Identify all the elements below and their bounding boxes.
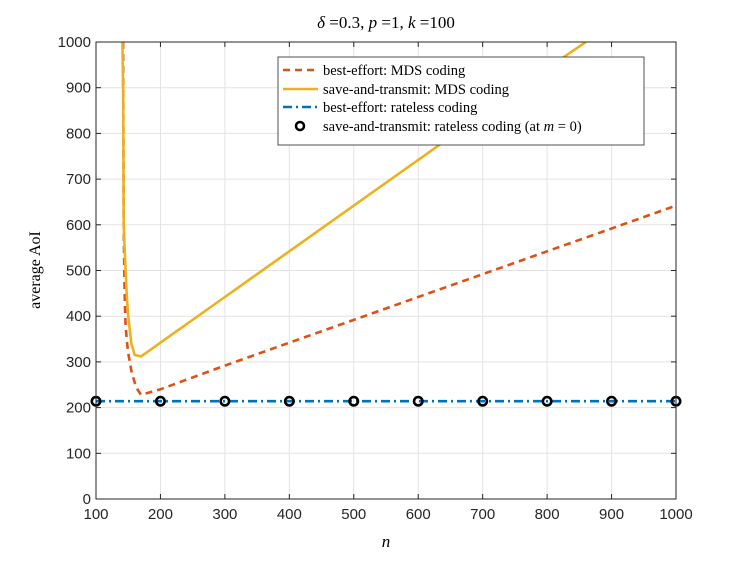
rateless-save-transmit-marker xyxy=(283,395,295,407)
rateless-save-transmit-marker xyxy=(541,395,553,407)
title-k-value: =100 xyxy=(416,13,455,32)
y-axis-label: average AoI xyxy=(27,231,44,309)
rateless-save-transmit-marker xyxy=(606,395,618,407)
rateless-save-transmit-marker xyxy=(412,395,424,407)
y-tick-label: 200 xyxy=(66,400,91,417)
x-tick-label: 400 xyxy=(277,506,302,523)
y-tick-label: 100 xyxy=(66,445,91,462)
chart-title: δ =0.3, p =1, k =100 xyxy=(317,13,455,32)
x-tick-label: 900 xyxy=(599,506,624,523)
legend-swatch-save-transmit-rateless xyxy=(294,120,306,132)
y-tick-label: 600 xyxy=(66,217,91,234)
x-tick-label: 600 xyxy=(406,506,431,523)
rateless-save-transmit-marker xyxy=(348,395,360,407)
series-layer xyxy=(96,42,676,403)
y-tick-label: 1000 xyxy=(58,34,91,51)
x-tick-label: 100 xyxy=(83,506,108,523)
x-tick-label: 1000 xyxy=(659,506,692,523)
y-tick-label: 700 xyxy=(66,171,91,188)
tick-labels: 100 200 300 400 500 600 700 800 900 1000010020030… xyxy=(58,34,693,523)
title-p-value: =1, xyxy=(377,13,408,32)
series-line-1 xyxy=(121,42,587,358)
rateless-save-transmit-marker xyxy=(219,395,231,407)
title-delta-value: =0.3, xyxy=(325,13,369,32)
legend-label-save-transmit-rateless: save-and-transmit: rateless coding (at m… xyxy=(323,119,582,135)
x-tick-label: 500 xyxy=(341,506,366,523)
legend: best-effort: MDS coding save-and-transmi… xyxy=(277,56,645,146)
rateless-save-transmit-marker xyxy=(477,395,489,407)
x-tick-label: 300 xyxy=(212,506,237,523)
legend-box xyxy=(277,56,645,146)
title-p: p xyxy=(368,13,378,32)
x-tick-label: 700 xyxy=(470,506,495,523)
y-tick-label: 0 xyxy=(83,491,91,508)
legend-label-rateless-prefix: save-and-transmit: rateless coding (at xyxy=(323,119,544,135)
y-tick-label: 500 xyxy=(66,263,91,280)
y-tick-label: 900 xyxy=(66,80,91,97)
legend-label-rateless-suffix: = 0) xyxy=(554,119,582,135)
series-line-0 xyxy=(121,42,676,397)
x-axis-label: n xyxy=(382,532,391,551)
legend-label-best-effort-mds: best-effort: MDS coding xyxy=(323,63,465,79)
x-tick-label: 800 xyxy=(535,506,560,523)
rateless-save-transmit-marker xyxy=(154,395,166,407)
y-tick-label: 400 xyxy=(66,308,91,325)
legend-label-rateless-m: m xyxy=(544,119,554,135)
x-tick-label: 200 xyxy=(148,506,173,523)
markers-layer xyxy=(90,395,682,407)
y-tick-label: 300 xyxy=(66,354,91,371)
title-delta: δ xyxy=(317,13,326,32)
y-tick-label: 800 xyxy=(66,125,91,142)
legend-label-best-effort-rateless: best-effort: rateless coding xyxy=(323,100,477,116)
title-k: k xyxy=(408,13,416,32)
legend-label-save-transmit-mds: save-and-transmit: MDS coding xyxy=(323,82,509,98)
